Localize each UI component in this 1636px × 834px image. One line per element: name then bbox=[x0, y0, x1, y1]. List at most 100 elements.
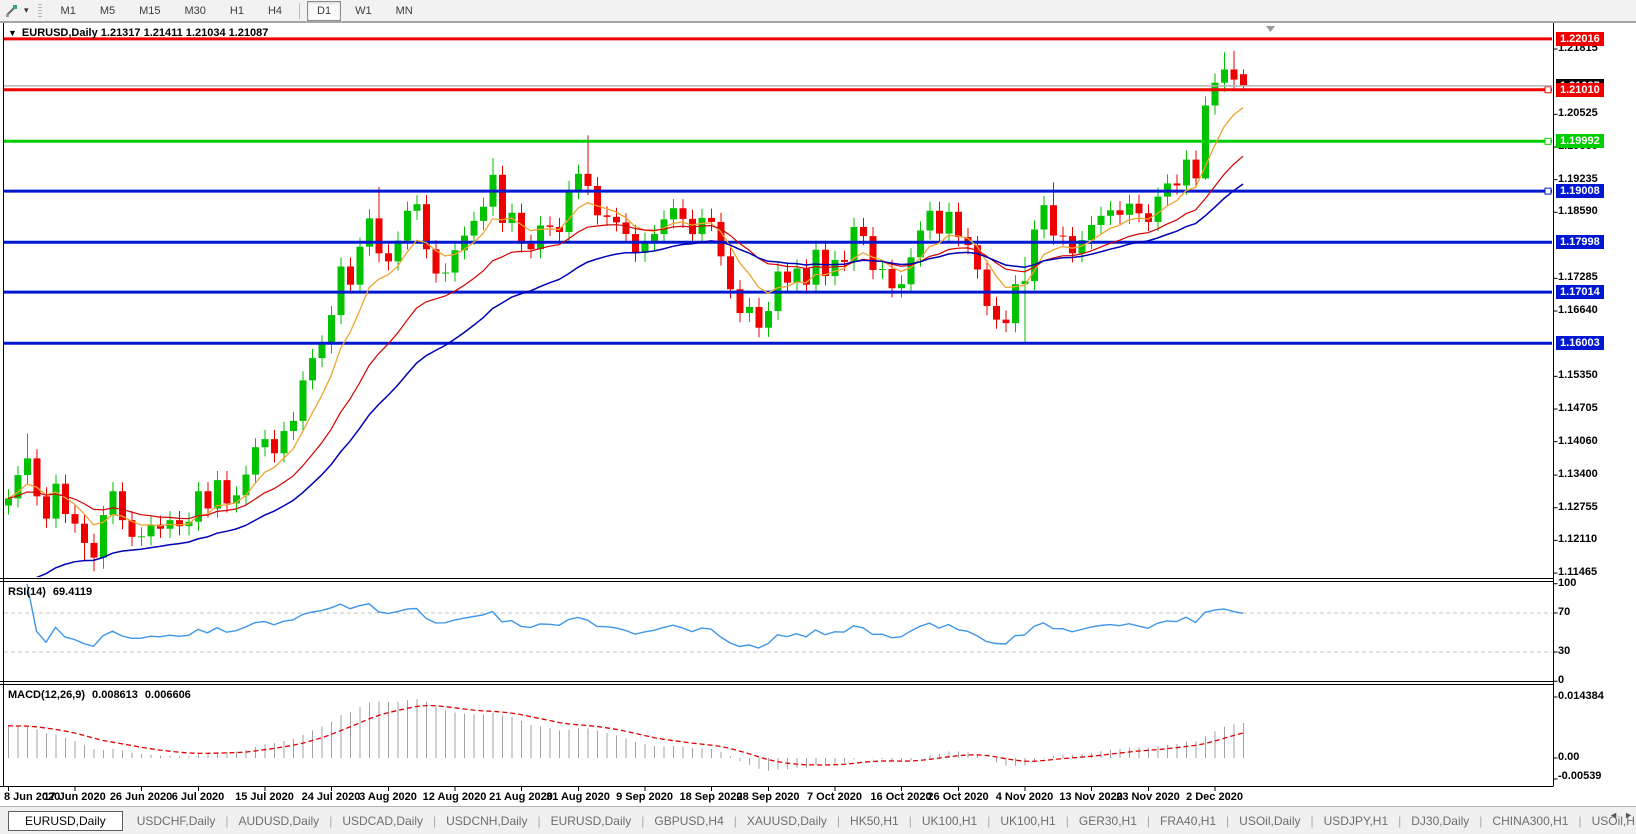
macd-axis-label: -0.00539 bbox=[1558, 770, 1602, 782]
price-axis-tick-label: 1.14060 bbox=[1558, 434, 1598, 447]
rsi-axis-label: 70 bbox=[1558, 606, 1571, 618]
tab-separator: | bbox=[1398, 813, 1402, 828]
chart-tab-fra40-h1[interactable]: FRA40,H1 bbox=[1160, 813, 1217, 828]
timeframe-button-d1[interactable]: D1 bbox=[307, 0, 342, 21]
tab-scroll-right-icon[interactable]: ► bbox=[1624, 810, 1633, 820]
level-line-anchor[interactable] bbox=[1544, 187, 1552, 195]
date-axis-label: 9 Sep 2020 bbox=[616, 791, 673, 803]
chart-tab-usoil-h1[interactable]: USOil,H1 bbox=[1591, 813, 1636, 828]
date-axis-label: 12 Aug 2020 bbox=[422, 791, 487, 803]
tab-separator: | bbox=[987, 813, 991, 828]
tab-separator: | bbox=[733, 813, 737, 828]
chart-tab-uk100-h1[interactable]: UK100,H1 bbox=[921, 813, 978, 828]
price-axis-tick-label: 1.19235 bbox=[1558, 172, 1598, 185]
timeframe-buttons: M1 M5 M15 M30 H1 H4 D1 W1 MN bbox=[49, 0, 425, 21]
timeframe-button-w1[interactable]: W1 bbox=[355, 4, 372, 17]
level-price-badge: 1.22016 bbox=[1556, 31, 1604, 46]
panel-borders bbox=[0, 22, 1636, 791]
timeframe-button-mn[interactable]: MN bbox=[395, 4, 413, 17]
chart-shift-marker-icon bbox=[1266, 26, 1275, 32]
chart-tab-audusd-daily[interactable]: AUDUSD,Daily bbox=[238, 813, 320, 828]
tab-separator: | bbox=[836, 813, 841, 828]
chart-tab-hk50-h1[interactable]: HK50,H1 bbox=[850, 813, 899, 828]
date-axis-label: 23 Nov 2020 bbox=[1116, 791, 1180, 803]
chart-tab-usdcnh-daily[interactable]: USDCNH,Daily bbox=[446, 813, 528, 828]
macd-name: MACD(12,26,9) bbox=[8, 689, 86, 701]
rsi-name: RSI(14) bbox=[8, 586, 46, 598]
timeframe-button-m30[interactable]: M30 bbox=[184, 4, 206, 17]
date-axis-label: 8 Jun 2020 bbox=[4, 791, 61, 803]
date-axis-label: 24 Jul 2020 bbox=[301, 791, 361, 803]
tab-scroll-left-icon[interactable]: ◄ bbox=[1609, 810, 1619, 820]
chart-tab-usdjpy-h1[interactable]: USDJPY,H1 bbox=[1323, 813, 1389, 828]
tab-scroll-arrows: ◄ ► bbox=[1609, 810, 1633, 820]
price-axis-tick-label: 1.15350 bbox=[1558, 369, 1598, 382]
chart-tab-ger30-h1[interactable]: GER30,H1 bbox=[1078, 813, 1137, 828]
chart-tabs: EURUSD,Daily USDCHF,Daily | AUDUSD,Daily | US… bbox=[4, 810, 1636, 831]
rsi-axis-label: 30 bbox=[1558, 645, 1571, 657]
level-price-badge: 1.21010 bbox=[1556, 82, 1604, 97]
timeframe-toolbar: ▾ M1 M5 M15 M30 H1 H4 D1 W1 MN bbox=[0, 0, 1636, 22]
tab-separator: | bbox=[1226, 813, 1230, 828]
price-axis-tick-label: 1.16640 bbox=[1558, 304, 1598, 317]
timeframe-button-m15[interactable]: M15 bbox=[139, 4, 161, 17]
price-axis-tick-label: 1.11465 bbox=[1558, 566, 1598, 579]
chart-tab-eurusd-daily[interactable]: EURUSD,Daily bbox=[550, 813, 632, 828]
rsi-line bbox=[26, 583, 1244, 649]
macd-axis-label: 0.014384 bbox=[1558, 690, 1604, 702]
tab-separator: | bbox=[1578, 813, 1582, 828]
chart-tab-usoil-daily[interactable]: USOil,Daily bbox=[1239, 813, 1301, 828]
chart-tab-eurusd-daily[interactable]: EURUSD,Daily bbox=[8, 810, 123, 831]
pointer-tool-button[interactable]: ▾ bbox=[4, 3, 29, 18]
rsi-axis-label: 0 bbox=[1558, 674, 1565, 687]
date-axis-label: 26 Oct 2020 bbox=[927, 791, 989, 803]
date-axis-label: 6 Jul 2020 bbox=[171, 791, 225, 803]
chart-tab-xauusd-daily[interactable]: XAUUSD,Daily bbox=[746, 813, 827, 828]
timeframe-button-m5[interactable]: M5 bbox=[99, 4, 116, 17]
chart-tab-usdchf-daily[interactable]: USDCHF,Daily bbox=[136, 813, 216, 828]
macd-signal-value: 0.006606 bbox=[144, 689, 191, 701]
rsi-value: 69.4119 bbox=[52, 586, 93, 598]
date-axis-label: 26 Jun 2020 bbox=[109, 791, 173, 803]
date-axis-label: 31 Aug 2020 bbox=[546, 791, 610, 803]
timeframe-button-m1[interactable]: M1 bbox=[60, 4, 76, 17]
chart-tab-dj30-daily[interactable]: DJ30,Daily bbox=[1411, 813, 1470, 828]
price-axis-tick-label: 1.13400 bbox=[1558, 468, 1598, 481]
date-axis-label: 17 Jun 2020 bbox=[43, 791, 106, 803]
chevron-down-icon[interactable]: ▾ bbox=[24, 5, 29, 15]
pencil-cursor-icon bbox=[6, 5, 17, 17]
tab-separator: | bbox=[1310, 813, 1314, 828]
chart-tab-uk100-h1[interactable]: UK100,H1 bbox=[1000, 813, 1056, 828]
price-axis-tick-label: 1.12755 bbox=[1558, 500, 1598, 513]
price-axis-tick-label: 1.12110 bbox=[1558, 533, 1598, 546]
tab-separator: | bbox=[1479, 813, 1483, 828]
macd-main-value: 0.008613 bbox=[92, 689, 138, 701]
date-axis-label: 21 Aug 2020 bbox=[489, 791, 553, 803]
tab-separator: | bbox=[641, 813, 645, 828]
moving-average-ma-mid bbox=[7, 155, 1244, 520]
date-axis-label: 4 Nov 2020 bbox=[995, 791, 1054, 803]
toolbar-separator bbox=[299, 2, 301, 19]
chart-tab-bar: EURUSD,Daily USDCHF,Daily | AUDUSD,Daily | US… bbox=[0, 806, 1636, 834]
level-price-badge: 1.16003 bbox=[1556, 336, 1604, 351]
macd-panel-label: MACD(12,26,9) 0.008613 0.006606 bbox=[8, 689, 191, 701]
toolbar-drag-handle[interactable] bbox=[37, 3, 42, 18]
chart-tab-usdcad-daily[interactable]: USDCAD,Daily bbox=[342, 813, 423, 828]
level-line-anchor[interactable] bbox=[1544, 137, 1552, 145]
timeframe-button-h4[interactable]: H4 bbox=[267, 4, 283, 17]
tab-separator: | bbox=[1146, 813, 1151, 828]
level-price-badge: 1.19992 bbox=[1556, 134, 1604, 149]
timeframe-button-h1[interactable]: H1 bbox=[229, 4, 244, 17]
chart-title-text: EURUSD,Daily 1.21317 1.21411 1.21034 1.2… bbox=[21, 27, 269, 39]
price-axis-tick-label: 1.14705 bbox=[1558, 402, 1598, 414]
macd-panel bbox=[7, 699, 1244, 771]
chart-tab-china300-h1[interactable]: CHINA300,H1 bbox=[1492, 813, 1569, 828]
level-line-anchor[interactable] bbox=[1544, 86, 1552, 94]
price-axis-tick-label: 1.20525 bbox=[1558, 107, 1598, 120]
main-price-panel bbox=[4, 37, 1552, 577]
chart-tab-gbpusd-h4[interactable]: GBPUSD,H4 bbox=[654, 813, 724, 828]
symbol-dropdown-icon[interactable]: ▼ bbox=[8, 28, 17, 38]
tab-separator: | bbox=[225, 813, 229, 828]
